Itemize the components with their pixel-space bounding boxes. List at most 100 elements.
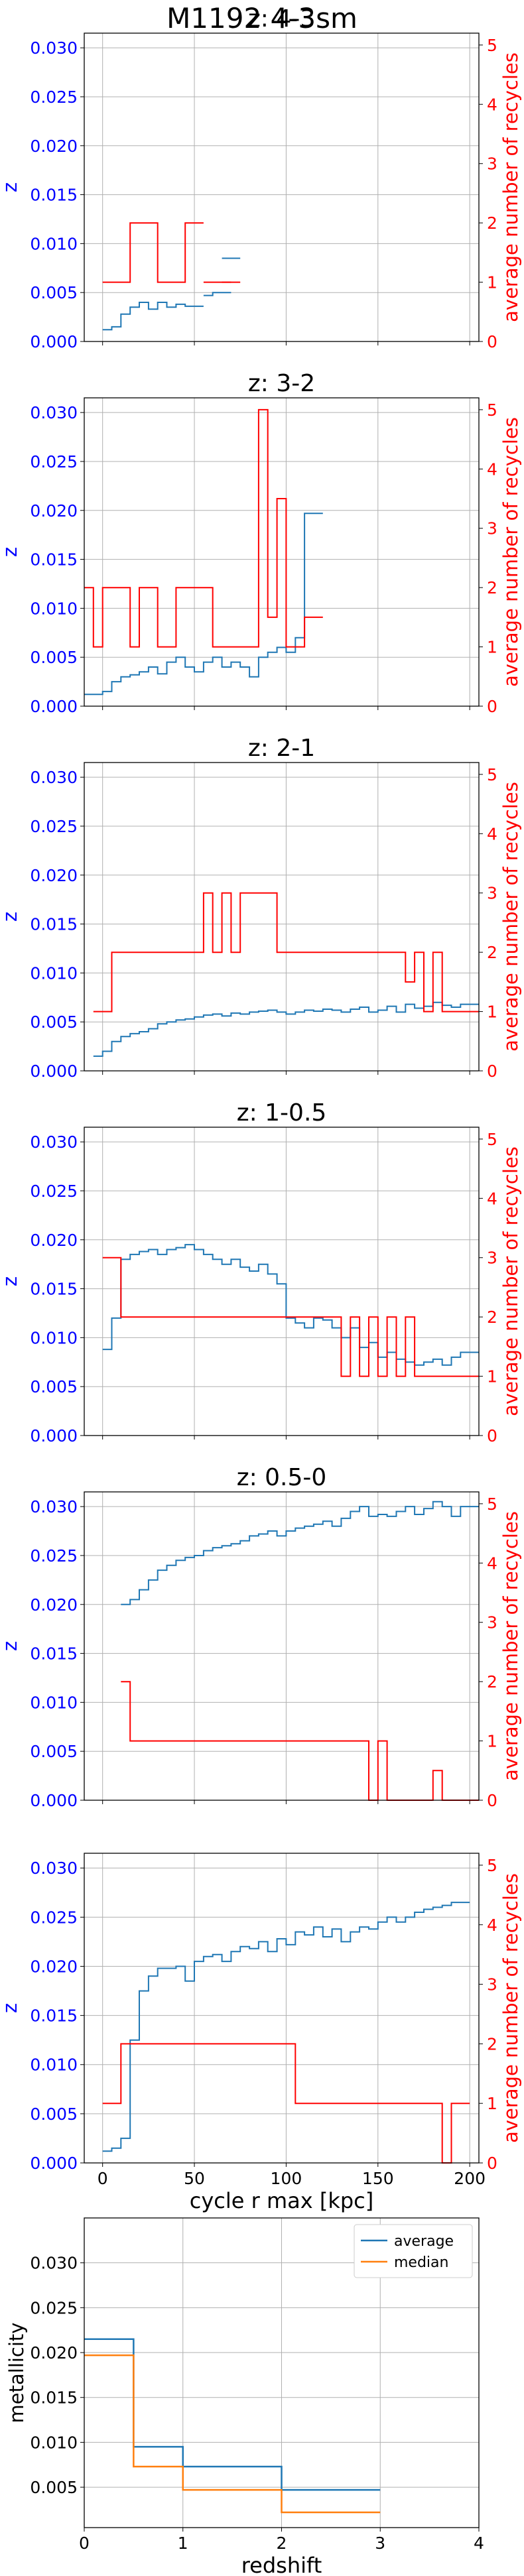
y-tick-label: 0.015 <box>30 186 78 205</box>
y2-tick-label: 5 <box>487 400 497 420</box>
y2-axis-label: average number of recycles <box>499 782 522 1052</box>
y-tick-label: 0.000 <box>30 697 78 716</box>
y-tick-label: 0.005 <box>30 1742 78 1761</box>
y-tick-label: 0.000 <box>30 1791 78 1810</box>
y2-tick-label: 0 <box>487 2154 497 2173</box>
figure-suptitle: M1192 4-3sm <box>166 2 358 34</box>
y-tick-label: 0.015 <box>30 2388 78 2408</box>
z-series-line <box>93 1001 479 1057</box>
grid <box>84 763 479 1072</box>
y-tick-label: 0.020 <box>30 1957 78 1976</box>
x-axis-label: redshift <box>241 2553 322 2576</box>
y2-axis-label: average number of recycles <box>499 1511 522 1781</box>
y-tick-label: 0.025 <box>30 88 78 107</box>
y-tick-label: 0.020 <box>30 1595 78 1615</box>
y2-tick-label: 5 <box>487 1495 497 1514</box>
recycles-series-line <box>102 2043 470 2164</box>
panel-title: z: 3-2 <box>248 370 315 397</box>
y-tick-label: 0.030 <box>30 403 78 422</box>
y2-tick-label: 4 <box>487 824 497 843</box>
y-tick-label: 0.005 <box>30 648 78 667</box>
y-tick-label: 0.010 <box>30 1693 78 1712</box>
grid <box>84 1492 479 1801</box>
plot-frame <box>84 762 480 1072</box>
y-tick-label: 0.010 <box>30 234 78 253</box>
y-tick-label: 0.010 <box>30 963 78 983</box>
y-tick-label: 0.005 <box>30 1012 78 1032</box>
panel-7: 0.005 0.010 0.015 0.020 0.025 0.030 metallicit… <box>5 2217 484 2576</box>
y2-tick-label: 5 <box>487 1856 497 1875</box>
x-tick-label: 150 <box>362 2169 394 2188</box>
panel-title: z: 1-0.5 <box>237 1099 327 1127</box>
y2-tick-label: 4 <box>487 1189 497 1208</box>
x-tick-label: 1 <box>178 2534 188 2553</box>
y-tick-label: 0.005 <box>30 283 78 302</box>
grid <box>84 398 479 707</box>
y-axis-label: z <box>0 2003 21 2013</box>
y2-axis-label: average number of recycles <box>499 52 522 322</box>
z-series-line <box>102 1244 479 1366</box>
y2-tick-label: 2 <box>487 578 497 597</box>
y-axis-label: z <box>0 182 21 192</box>
y-tick-label: 0.030 <box>30 1133 78 1152</box>
y2-tick-label: 4 <box>487 1554 497 1573</box>
x-tick-label: 50 <box>184 2169 205 2188</box>
y2-tick-label: 1 <box>487 2094 497 2113</box>
y-tick-label: 0.020 <box>30 501 78 521</box>
y-tick-label: 0.020 <box>30 2343 78 2362</box>
panel-title: z: 0.5-0 <box>237 1464 327 1491</box>
y-tick-label: 0.025 <box>30 817 78 836</box>
y-tick-label: 0.015 <box>30 2006 78 2026</box>
y-axis-label: z <box>0 547 21 557</box>
panel-title: z: 2-1 <box>248 735 315 762</box>
y-axis-label: z <box>0 1641 21 1651</box>
y-tick-label: 0.015 <box>30 1644 78 1664</box>
legend: average median <box>354 2224 473 2278</box>
legend-label: average <box>394 2233 454 2250</box>
y-tick-label: 0.005 <box>30 2105 78 2124</box>
y-tick-label: 0.030 <box>30 2254 78 2273</box>
y-tick-label: 0.005 <box>30 1377 78 1396</box>
x-tick-label: 4 <box>474 2534 484 2553</box>
y-tick-label: 0.000 <box>30 332 78 351</box>
y-tick-label: 0.025 <box>30 1908 78 1927</box>
y2-axis-label: average number of recycles <box>499 417 522 687</box>
y-tick-label: 0.030 <box>30 38 78 58</box>
y2-tick-label: 3 <box>487 519 497 538</box>
x-tick-label: 200 <box>454 2169 486 2188</box>
y2-tick-label: 4 <box>487 95 497 114</box>
y2-tick-label: 0 <box>487 1426 497 1445</box>
panel-title: z: 4-3 <box>248 5 315 32</box>
y-tick-label: 0.015 <box>30 550 78 570</box>
y-tick-label: 0.010 <box>30 2433 78 2452</box>
series-median <box>84 2354 381 2514</box>
y2-tick-label: 2 <box>487 1308 497 1327</box>
y2-tick-label: 0 <box>487 1791 497 1810</box>
y2-tick-label: 1 <box>487 1003 497 1022</box>
y-tick-label: 0.020 <box>30 137 78 156</box>
y-tick-label: 0.020 <box>30 1231 78 1250</box>
panel-1: z: 4-3 0.000 0.005 0.010 0.015 0.020 0.025 0.03… <box>0 5 522 351</box>
y-tick-label: 0.020 <box>30 866 78 885</box>
y2-tick-label: 3 <box>487 154 497 174</box>
y2-tick-label: 3 <box>487 1249 497 1268</box>
y-tick-label: 0.005 <box>30 2478 78 2497</box>
z-series-line <box>121 1501 479 1605</box>
plot-frame <box>84 2217 480 2528</box>
x-tick-label: 2 <box>277 2534 287 2553</box>
y2-tick-label: 4 <box>487 1916 497 1935</box>
y-tick-label: 0.025 <box>30 1546 78 1565</box>
y2-axis-label: average number of recycles <box>499 1146 522 1416</box>
plot-frame <box>84 397 480 707</box>
y-tick-label: 0.010 <box>30 2055 78 2075</box>
panel-4: z: 1-0.5 0.000 0.005 0.010 0.015 0.020 0.025 0.… <box>0 1099 522 1445</box>
panel-3: z: 2-1 0.000 0.005 0.010 0.015 0.020 0.025 0.03… <box>0 735 522 1081</box>
recycles-series-line <box>84 408 323 648</box>
y2-tick-label: 2 <box>487 2034 497 2054</box>
y-tick-label: 0.030 <box>30 1859 78 1878</box>
y2-tick-label: 2 <box>487 1672 497 1691</box>
y-tick-label: 0.025 <box>30 1182 78 1201</box>
y2-tick-label: 2 <box>487 943 497 962</box>
y-axis-label: z <box>0 1276 21 1286</box>
